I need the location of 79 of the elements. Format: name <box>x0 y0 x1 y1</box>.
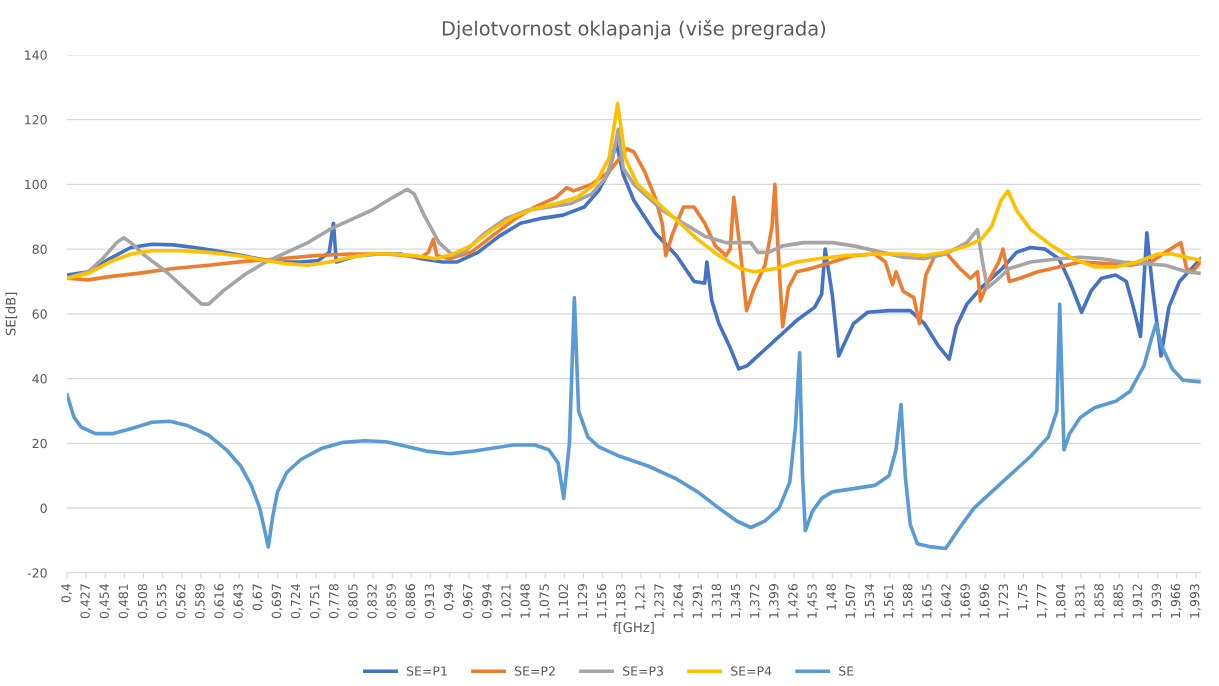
x-tick-label: 0,535 <box>156 584 168 619</box>
line-series <box>67 295 1201 551</box>
x-tick-label: 1,588 <box>902 584 914 618</box>
x-tick-label: 0,913 <box>424 584 436 619</box>
x-tick-label: 0,994 <box>482 583 493 619</box>
x-tick-label: 1,507 <box>845 584 857 618</box>
x-tick-label: 1,642 <box>941 584 952 618</box>
x-tick-label: 1,669 <box>960 584 972 618</box>
x-tick-label: 0,427 <box>80 584 92 619</box>
x-tick-label: 1,75 <box>1017 584 1029 610</box>
legend-label: SE=P4 <box>731 666 772 676</box>
chart-title: Djelotvornost oklapanja (više pregrada) <box>442 19 826 40</box>
x-tick-label: 0,643 <box>233 584 245 619</box>
x-tick-label: 0,859 <box>386 584 398 619</box>
y-tick-label: 80 <box>32 244 47 255</box>
x-tick-label: 0,832 <box>367 584 379 619</box>
x-tick-label: 0,589 <box>195 584 206 619</box>
x-tick-label: 0,886 <box>405 584 417 619</box>
x-tick-label: 1,858 <box>1094 584 1105 618</box>
x-tick-label: 0,751 <box>309 584 321 619</box>
y-tick-label: 100 <box>25 179 47 190</box>
x-tick-label: 0,967 <box>462 584 474 619</box>
x-tick-label: 1,075 <box>539 584 551 618</box>
x-tick-label: 1,453 <box>807 584 819 618</box>
x-tick-label: 1,831 <box>1075 584 1086 618</box>
legend-label: SE <box>839 666 854 676</box>
x-tick-label: 0,508 <box>137 584 149 619</box>
x-tick-label: 1,561 <box>883 584 895 618</box>
x-tick-label: 0,562 <box>176 584 187 619</box>
y-tick-label: 0 <box>40 503 47 513</box>
x-tick-label: 0,697 <box>271 584 283 619</box>
x-tick-label: 1,264 <box>673 583 685 618</box>
x-tick-label: 1,993 <box>1189 584 1201 618</box>
y-tick-label: 60 <box>32 309 47 319</box>
x-tick-label: 1,696 <box>979 584 991 618</box>
x-tick-label: 0,4 <box>61 583 72 603</box>
legend-label: SE=P3 <box>623 666 663 676</box>
legend-label: SE=P2 <box>514 666 555 676</box>
x-tick-label: 1,615 <box>922 584 933 618</box>
x-tick-label: 1,318 <box>711 584 723 618</box>
x-tick-label: 1,237 <box>654 584 665 618</box>
y-tick-label: -20 <box>27 568 47 578</box>
x-tick-label: 1,156 <box>596 584 608 618</box>
x-tick-label: 1,912 <box>1132 584 1144 618</box>
x-tick-label: 0,778 <box>329 584 340 619</box>
x-tick-label: 1,102 <box>558 584 570 618</box>
y-tick-label: 20 <box>32 438 47 449</box>
x-tick-label: 0,724 <box>290 583 302 619</box>
x-tick-label: 0,481 <box>118 584 130 619</box>
legend-label: SE=P1 <box>406 666 447 676</box>
x-tick-label: 1,939 <box>1151 584 1163 618</box>
x-tick-label: 0,616 <box>214 584 225 619</box>
x-tick-label: 1,804 <box>1056 583 1067 618</box>
x-tick-label: 1,426 <box>788 584 799 618</box>
x-tick-label: 1,183 <box>616 584 627 618</box>
line-series <box>67 101 1201 281</box>
x-axis-title: f[GHz] <box>613 622 654 634</box>
x-tick-label: 1,399 <box>769 584 780 618</box>
x-tick-label: 1,534 <box>864 583 876 618</box>
x-tick-label: 0,805 <box>348 584 359 619</box>
x-tick-label: 1,129 <box>577 584 589 618</box>
x-tick-label: 0,454 <box>99 583 111 619</box>
x-tick-label: 0,67 <box>252 584 264 611</box>
x-tick-label: 1,345 <box>730 584 742 618</box>
y-axis-title: SE[dB] <box>5 292 18 336</box>
y-tick-label: 40 <box>32 374 47 384</box>
x-tick-label: 1,966 <box>1170 584 1182 618</box>
x-tick-label: 1,291 <box>692 584 704 618</box>
x-tick-label: 1,048 <box>520 584 532 618</box>
x-tick-label: 1,723 <box>998 584 1010 618</box>
x-tick-label: 1,021 <box>501 584 512 618</box>
x-tick-label: 0,94 <box>443 583 455 611</box>
x-tick-label: 1,885 <box>1113 584 1125 618</box>
x-tick-label: 1,48 <box>826 584 838 610</box>
x-tick-label: 1,372 <box>749 584 761 618</box>
x-tick-label: 1,777 <box>1037 584 1048 618</box>
y-tick-label: 120 <box>25 115 47 125</box>
x-tick-label: 1,21 <box>635 584 646 610</box>
y-tick-label: 140 <box>25 50 47 60</box>
